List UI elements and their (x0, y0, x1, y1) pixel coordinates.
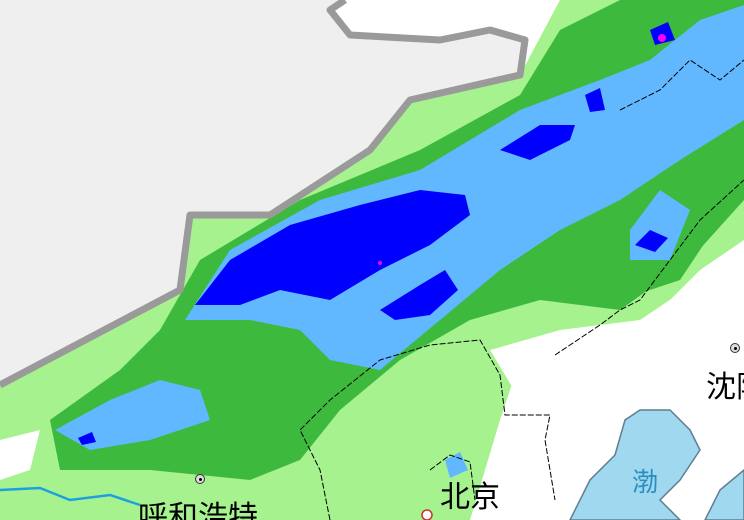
outside-region (0, 0, 525, 385)
heavy-rainstorm-spot (378, 261, 382, 265)
rainstorm-patch (78, 432, 96, 445)
province-border (299, 339, 556, 520)
bohai-label: 渤 (632, 468, 659, 498)
province-border (619, 59, 744, 111)
rainstorm-patch (635, 230, 668, 252)
river (0, 486, 141, 507)
sea-east (704, 469, 744, 520)
hohhot-city-marker (195, 474, 205, 484)
capital-star-icon (421, 509, 433, 520)
shenyang-city-marker (730, 343, 740, 353)
heavy-rain-patch (445, 452, 468, 478)
bohai-sea (569, 409, 701, 520)
beijing-label: 北京 (440, 480, 500, 515)
heavy-rain-patch (55, 380, 210, 450)
national-border (0, 0, 529, 389)
rainstorm-patch (500, 125, 575, 160)
heavy-rainstorm-spot (658, 34, 666, 42)
hohhot-label: 呼和浩特 (138, 500, 258, 520)
rainstorm-patch (650, 22, 675, 45)
province-border (554, 179, 744, 356)
white-gap-west (0, 430, 40, 480)
rainstorm-area (195, 190, 470, 305)
rainstorm-patch (585, 88, 605, 112)
province-border (429, 454, 476, 501)
shenyang-label: 沈阳 (706, 370, 744, 405)
rainstorm-area (380, 270, 458, 320)
